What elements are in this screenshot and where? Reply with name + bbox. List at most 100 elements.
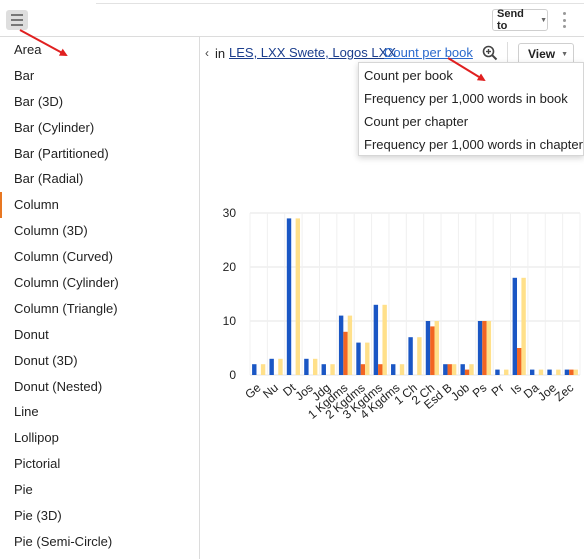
view-button[interactable]: View ▼ [518,43,574,65]
sidebar-item[interactable]: Column (Curved) [14,249,113,265]
bar [321,364,326,375]
y-tick-label: 0 [229,368,236,382]
bar [399,364,405,375]
bar [486,321,492,375]
chart-type-sidebar: Area Bar Bar (3D) Bar (Cylinder) Bar (Partit… [0,37,200,559]
send-to-button[interactable]: Send to ▼ [492,8,548,32]
bar [443,364,448,375]
chevron-down-icon: ▼ [561,50,569,58]
bar [295,218,301,375]
bar [260,364,266,375]
measure-dropdown-menu: Count per book Frequency per 1,000 words … [358,62,584,156]
y-tick-label: 10 [223,314,237,328]
bar [569,369,574,375]
back-chevron-icon[interactable]: ‹ [205,46,209,60]
bar [330,364,335,375]
sidebar-item[interactable]: Bar (Partitioned) [14,145,109,161]
bar [408,337,413,375]
sidebar-item[interactable]: Pie (3D) [14,508,62,524]
bar [338,315,344,375]
bar [391,364,396,375]
bar [286,218,292,375]
sidebar-item[interactable]: Donut (Nested) [14,378,103,394]
sidebar-item[interactable]: Donut (3D) [14,352,78,368]
menu-item[interactable]: Count per book [364,68,453,83]
sidebar-item[interactable]: Bar (Cylinder) [14,119,95,135]
y-tick-label: 20 [223,260,237,274]
breadcrumb-prefix: in [215,46,226,61]
sidebar-item[interactable]: Bar (Radial) [14,171,84,187]
hamburger-menu-icon[interactable] [6,10,28,30]
bar [373,304,379,375]
x-tick-label: Nu [260,381,281,402]
sidebar-item[interactable]: Line [14,404,39,420]
bar [417,337,422,375]
sidebar-item[interactable]: Area [14,42,42,57]
sidebar-item[interactable]: Column (3D) [14,223,88,239]
bar [360,364,366,375]
x-tick-label: Job [448,380,472,403]
bar [556,369,561,375]
bar [269,358,274,375]
bar [504,369,509,375]
bar [512,277,518,375]
sidebar-item[interactable]: Lollipop [14,430,59,446]
bar [469,364,474,375]
sidebar-item[interactable]: Donut [14,326,49,342]
chevron-down-icon: ▼ [540,16,547,24]
y-tick-label: 30 [223,206,237,220]
x-tick-label: Ps [470,381,490,401]
bar [382,304,387,375]
bar [529,369,535,375]
bar [434,321,439,375]
bar [521,277,526,375]
bar [430,326,435,375]
bar [365,342,370,375]
bar [460,364,465,375]
bar [538,369,544,375]
vertical-ellipsis-icon[interactable] [560,12,568,28]
x-tick-label: Zec [552,381,576,405]
sidebar-item[interactable]: Pie (Semi-Circle) [14,533,113,549]
bar [304,358,309,375]
menu-item[interactable]: Frequency per 1,000 words in book [364,91,568,106]
bar [312,358,318,375]
bar [447,364,452,375]
x-tick-label: Pr [489,381,507,399]
zoom-in-icon[interactable] [482,45,498,61]
bar [547,369,552,375]
bar [356,342,361,375]
sidebar-item[interactable]: Column (Cylinder) [14,275,119,291]
toolbar-divider [507,42,508,64]
bar [495,369,500,375]
measure-dropdown-link[interactable]: Count per book [384,45,473,60]
sidebar-item[interactable]: Bar (3D) [14,93,64,109]
bar [278,358,283,375]
sidebar-item[interactable]: Pie [14,482,33,498]
bar [378,364,383,375]
menu-item[interactable]: Frequency per 1,000 words in chapter [364,137,583,152]
view-label: View [528,47,556,61]
resources-link[interactable]: LES, LXX Swete, Logos LXX [229,45,396,60]
sidebar-item[interactable]: Column (Triangle) [14,300,118,316]
sidebar-item[interactable]: Bar [14,67,35,83]
breadcrumb: ‹ in LES, LXX Swete, Logos LXX Count per… [200,37,584,69]
bar [343,331,348,375]
bar [252,364,257,375]
send-to-label: Send to [497,8,524,32]
bar [477,321,483,375]
bar [517,348,522,375]
bar [482,321,487,375]
bar [451,364,457,375]
bar [347,315,353,375]
bar [564,369,570,375]
bar [464,369,470,375]
sidebar-item[interactable]: Column [0,192,199,219]
bar [573,369,578,375]
menu-item[interactable]: Count per chapter [364,114,469,129]
tab-strip-border [96,0,584,4]
top-toolbar: Send to ▼ [0,0,584,37]
sidebar-item[interactable]: Pictorial [14,456,61,472]
bar [425,321,431,375]
